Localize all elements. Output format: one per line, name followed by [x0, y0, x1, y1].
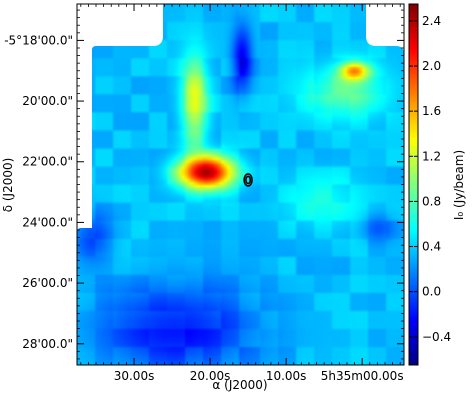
colorbar-tick-label: 0.4 [422, 240, 441, 254]
colorbar-tick-label: 1.6 [422, 104, 441, 118]
colorbar-tick-label: 0.8 [422, 194, 441, 208]
heatmap-image [77, 4, 404, 365]
x-tick-label: 5h35m00.00s [321, 369, 404, 383]
source-contour-marker [243, 173, 253, 187]
blank-mask-region [77, 4, 404, 365]
x-axis-title: α (J2000) [212, 378, 267, 392]
colorbar-gradient [408, 3, 419, 366]
colorbar-label: I₀ (Jy/beam) [452, 150, 466, 220]
colorbar-tick-label: −0.4 [422, 330, 451, 344]
y-tick-label: 26'00.0" [22, 276, 73, 290]
y-tick-label: 20'00.0" [22, 94, 73, 108]
y-tick-label: 22'00.0" [22, 155, 73, 169]
colorbar-tick-label: 0.0 [422, 285, 441, 299]
marker-inner-contour [245, 175, 252, 185]
colorbar-tick-label: 2.0 [422, 59, 441, 73]
colorbar-tick-label: 2.4 [422, 14, 441, 28]
y-tick-label: -5°18'00.0" [4, 33, 73, 47]
colorbar: 2.4 2.0 1.6 1.2 0.8 0.4 0.0 −0.4 I₀ (Jy/beam) [408, 3, 466, 366]
colorbar-tick-label: 1.2 [422, 149, 441, 163]
marker-outer-contour [243, 173, 253, 187]
x-tick-label: 10.00s [266, 369, 307, 383]
x-axis-ticks: 30.00s 20.00s 10.00s 5h35m00.00s [114, 4, 404, 383]
x-tick-label: 30.00s [114, 369, 155, 383]
x-tick-label: 20.00s [190, 369, 231, 383]
minor-ticks [77, 4, 404, 365]
y-tick-label: 24'00.0" [22, 215, 73, 229]
intensity-map [77, 4, 404, 365]
y-axis-title: δ (J2000) [1, 158, 15, 213]
colorbar-ticks: 2.4 2.0 1.6 1.2 0.8 0.4 0.0 −0.4 [409, 14, 451, 344]
y-axis-ticks: -5°18'00.0" 20'00.0" 22'00.0" 24'00.0" 26'00… [4, 33, 404, 351]
y-tick-label: 28'00.0" [22, 337, 73, 351]
